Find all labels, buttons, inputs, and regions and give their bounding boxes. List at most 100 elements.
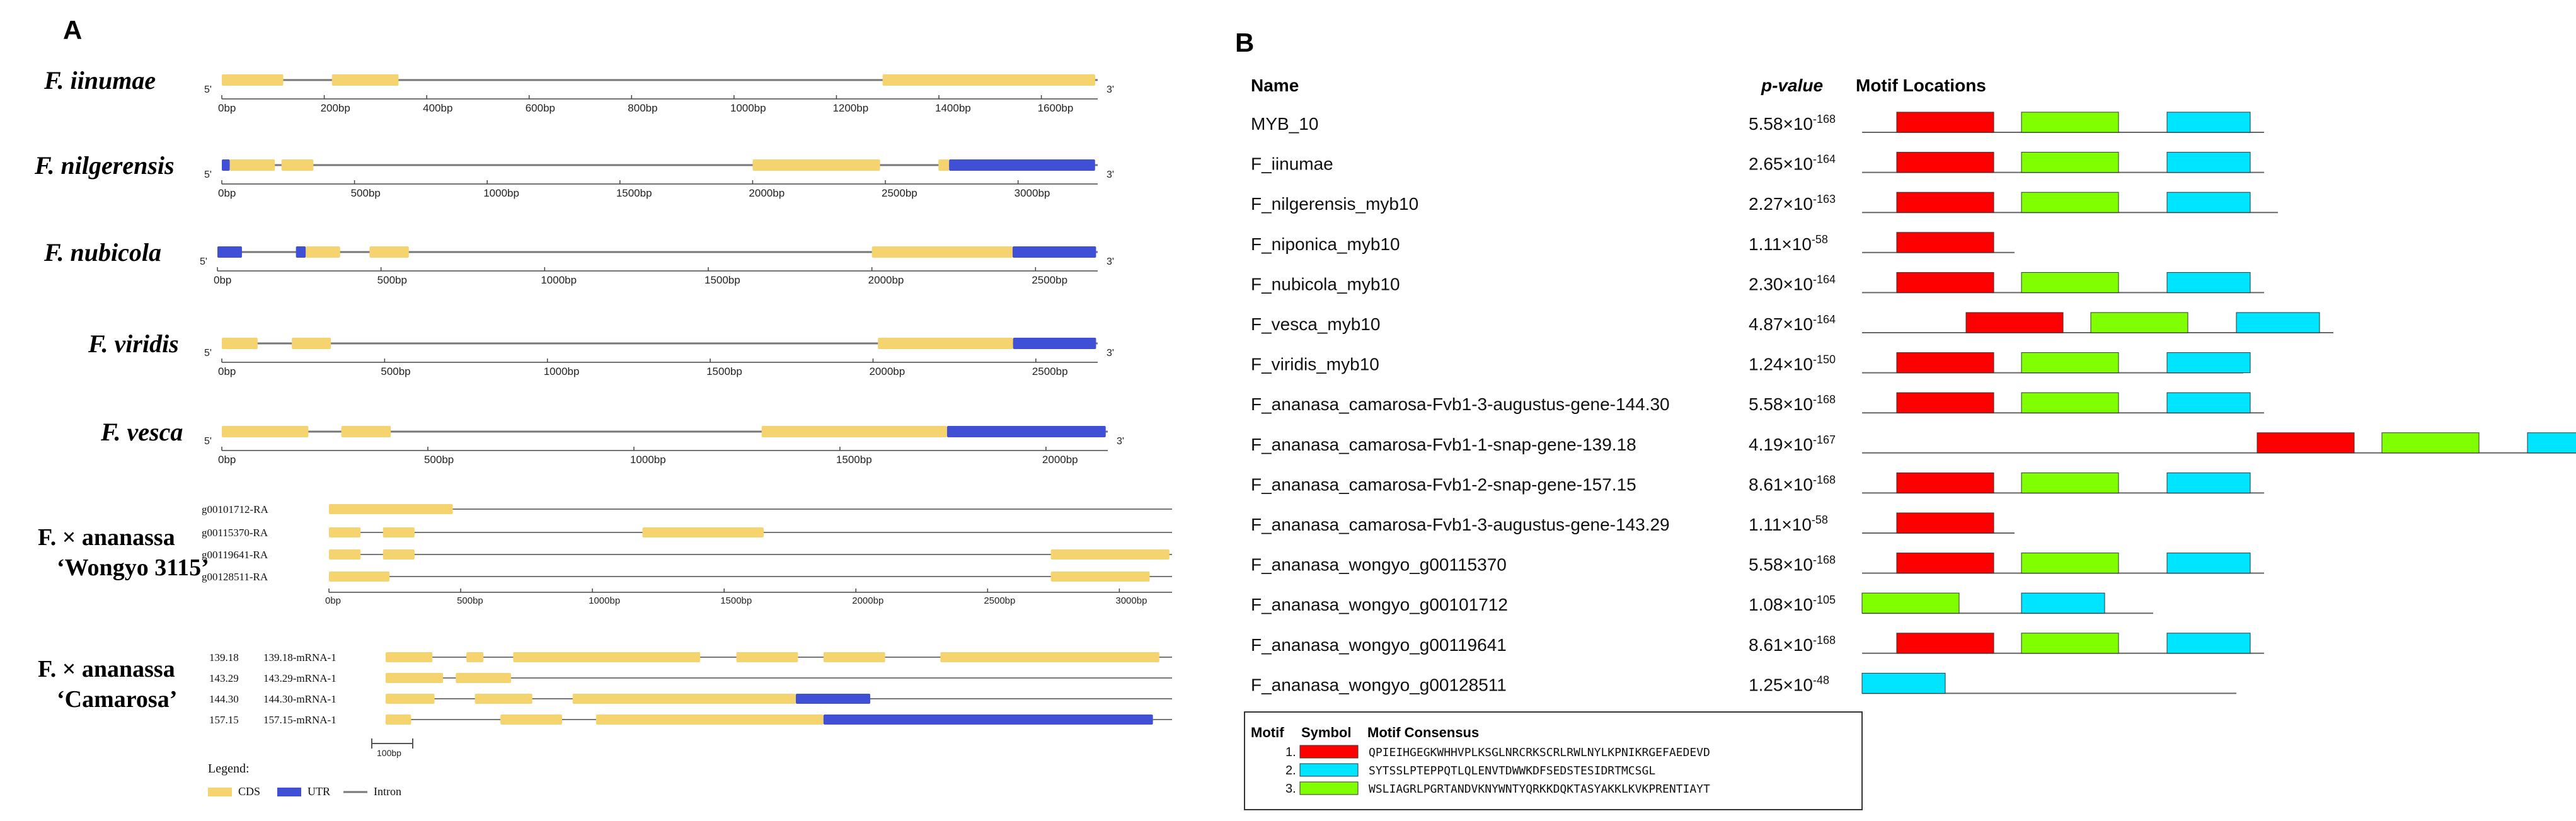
p-value: 2.65×10-164 xyxy=(1749,153,1836,174)
sequence-name: F_niponica_myb10 xyxy=(1251,234,1400,254)
five-prime-label: 5' xyxy=(204,348,212,359)
motif-legend-box: Motif Symbol Motif Consensus 1. QPIEIHGEG… xyxy=(1244,711,1863,810)
cds-segment xyxy=(382,549,415,560)
motif-symbol xyxy=(1299,745,1359,759)
motif-3-block xyxy=(1861,592,1960,614)
three-prime-label: 3' xyxy=(1107,169,1114,180)
cds-segment xyxy=(761,426,947,437)
motif-2-block xyxy=(2166,352,2251,374)
axis-tick-label: 0bp xyxy=(214,274,231,286)
axis-tick-label: 500bp xyxy=(381,365,410,377)
p-value: 1.08×10-105 xyxy=(1749,594,1836,614)
cds-segment xyxy=(572,694,796,704)
sequence-name: F_ananasa_camarosa-Fvb1-3-augustus-gene-… xyxy=(1251,515,1670,534)
motif-number: 3. xyxy=(1285,782,1296,796)
motif-legend-header-symbol: Symbol xyxy=(1301,725,1351,740)
cds-segment xyxy=(474,694,532,704)
sequence-name: F_ananasa_wongyo_g00115370 xyxy=(1251,555,1507,575)
cds-segment xyxy=(386,673,444,683)
camarosa-species-label: F. × ananassa xyxy=(38,656,175,682)
cds-segment xyxy=(329,549,361,560)
axis-tick-label: 1600bp xyxy=(1038,102,1074,114)
cds-segment xyxy=(513,652,701,662)
cds-segment xyxy=(500,715,562,725)
gene-track: F. iinumae 5' 3' 0bp 200bp 400bp 600bp 800bp 100… xyxy=(43,66,1114,114)
p-value: 5.58×10-168 xyxy=(1749,554,1836,575)
panel-a-label: A xyxy=(63,15,82,45)
sequence-name: F_viridis_myb10 xyxy=(1251,355,1379,374)
utr-segment xyxy=(1012,246,1096,258)
motif-symbol xyxy=(1299,781,1359,795)
utr-segment xyxy=(823,715,1153,725)
cds-segment xyxy=(882,74,1095,86)
p-value: 2.27×10-163 xyxy=(1749,193,1836,214)
cds-segment xyxy=(386,694,435,704)
cds-segment xyxy=(222,74,284,86)
sequence-name: F_ananasa_wongyo_g00119641 xyxy=(1251,635,1507,655)
gene-track: F. viridis 5' 3' 0bp 500bp 1000bp 1500bp 2000bp… xyxy=(88,330,1114,377)
motif-consensus: WSLIAGRLPGRTANDVKNYWNTYQRKKDQKTASYAKKLKV… xyxy=(1369,783,1710,796)
cds-segment xyxy=(1050,549,1170,560)
motif-2-block xyxy=(2166,392,2251,413)
transcript-label: 144.30-mRNA-1 xyxy=(263,693,336,705)
motif-2-block xyxy=(2021,592,2105,614)
axis-tick-label: 2500bp xyxy=(984,595,1015,606)
camarosa-transcript: 143.29 143.29-mRNA-1 xyxy=(209,672,1172,684)
cds-segment xyxy=(878,338,1013,349)
motif-3-block xyxy=(2021,272,2119,293)
motif-1-block xyxy=(1896,352,1994,374)
motif-1-block xyxy=(1896,512,1994,534)
motif-legend-header-motif: Motif xyxy=(1251,725,1284,740)
legend-intron-label: Intron xyxy=(374,785,401,798)
species-name: F. nilgerensis xyxy=(34,151,175,180)
utr-segment xyxy=(946,426,1106,437)
motif-symbol xyxy=(1299,763,1359,777)
sequence-name: F_ananasa_wongyo_g00128511 xyxy=(1251,675,1507,694)
camarosa-transcript: 144.30 144.30-mRNA-1 xyxy=(209,693,1172,705)
cds-segment xyxy=(1050,571,1150,582)
sequence-name: F_nilgerensis_myb10 xyxy=(1251,194,1418,214)
utr-segment xyxy=(296,246,306,258)
p-value: 1.11×10-58 xyxy=(1749,233,1828,254)
legend-utr-label: UTR xyxy=(308,785,330,798)
motif-number: 2. xyxy=(1285,764,1296,778)
gene-structure-legend: Legend: CDS UTR Intron xyxy=(208,762,401,798)
species-name: F. nubicola xyxy=(43,238,161,267)
sequence-name: F_ananasa_wongyo_g00101712 xyxy=(1251,595,1508,614)
motif-1-block xyxy=(1896,553,1994,574)
cds-segment xyxy=(823,652,885,662)
transcript-label: g00101712-RA xyxy=(202,503,269,515)
legend-cds-swatch xyxy=(208,788,232,796)
motif-row: F_ananasa_wongyo_g00115370 5.58×10-168 xyxy=(1251,553,2264,575)
motif-2-block xyxy=(2236,312,2320,333)
wongyo-transcript: g00119641-RA xyxy=(202,549,1172,561)
axis-tick-label: 1000bp xyxy=(541,274,577,286)
cds-segment xyxy=(329,504,453,514)
header-name: Name xyxy=(1251,76,1299,95)
header-pvalue: p-value xyxy=(1761,76,1823,95)
cds-segment xyxy=(222,426,309,437)
axis-tick-label: 1400bp xyxy=(935,102,971,114)
motif-2-block xyxy=(2527,432,2576,454)
transcript-label: 143.29-mRNA-1 xyxy=(263,672,336,684)
axis-tick-label: 2500bp xyxy=(1032,274,1067,286)
axis-tick-label: 0bp xyxy=(218,365,236,377)
panel-b-motif-locations: B Name p-value Motif Locations MYB_10 5.5… xyxy=(1235,28,2576,810)
utr-segment xyxy=(795,694,871,704)
axis-tick-label: 2500bp xyxy=(1032,365,1068,377)
p-value: 1.25×10-48 xyxy=(1749,674,1829,694)
cds-segment xyxy=(329,527,361,537)
motif-2-block xyxy=(2166,112,2251,133)
p-value: 1.24×10-150 xyxy=(1749,353,1836,374)
axis-tick-label: 2000bp xyxy=(869,365,905,377)
p-value: 5.58×10-168 xyxy=(1749,393,1836,414)
axis-tick-label: 400bp xyxy=(423,102,452,114)
motif-2-block xyxy=(2166,553,2251,574)
motif-row: F_ananasa_camarosa-Fvb1-3-augustus-gene-… xyxy=(1251,392,2264,414)
motif-consensus: SYTSSLPTEPPQTLQLENVTDWWKDFSEDSTESIDRTMCS… xyxy=(1369,764,1655,778)
wongyo-axis: 0bp 500bp 1000bp 1500bp 2000bp 2500bp 3000bp xyxy=(325,588,1172,606)
axis-tick-label: 0bp xyxy=(218,102,236,114)
motif-row: F_ananasa_wongyo_g00101712 1.08×10-105 xyxy=(1251,592,2153,614)
axis-tick-label: 500bp xyxy=(377,274,407,286)
axis-tick-label: 500bp xyxy=(457,595,483,606)
